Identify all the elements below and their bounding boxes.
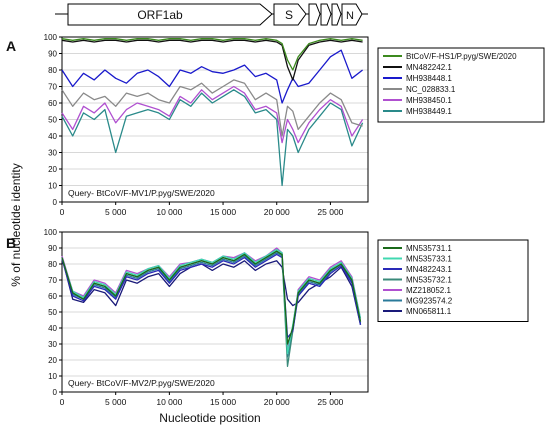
orf3-gene-arrow bbox=[308, 3, 321, 26]
x-tick-label: 0 bbox=[60, 397, 65, 407]
e-gene-arrow bbox=[320, 3, 332, 26]
series-line-btcov-f-hs1-p-pyg-swe-2020 bbox=[61, 38, 363, 71]
y-tick-label: 20 bbox=[48, 356, 57, 365]
query-annotation: Query- BtCoV/F-MV2/P.pyg/SWE/2020 bbox=[68, 378, 215, 388]
legend-label: MN535733.1 bbox=[406, 255, 452, 264]
legend-label: MH938449.1 bbox=[406, 107, 452, 116]
x-tick-label: 20 000 bbox=[264, 397, 290, 407]
series-line-mn482243-1 bbox=[61, 253, 362, 339]
x-tick-label: 15 000 bbox=[210, 207, 236, 217]
series-line-mh938450-1 bbox=[61, 85, 364, 144]
legend-label: MG923574.2 bbox=[406, 297, 453, 306]
y-tick-label: 90 bbox=[48, 50, 57, 59]
y-tick-label: 10 bbox=[48, 372, 57, 381]
y-tick-label: 100 bbox=[44, 228, 58, 237]
y-tick-label: 30 bbox=[48, 149, 57, 158]
x-tick-label: 5 000 bbox=[105, 207, 127, 217]
series-line-mh938449-1 bbox=[61, 89, 364, 187]
y-tick-label: 0 bbox=[53, 388, 58, 397]
x-tick-label: 10 000 bbox=[156, 207, 182, 217]
x-tick-label: 25 000 bbox=[317, 397, 343, 407]
panel-label-b: B bbox=[6, 235, 16, 251]
legend-label: MH938450.1 bbox=[406, 96, 452, 105]
query-annotation: Query- BtCoV/F-MV1/P.pyg/SWE/2020 bbox=[68, 188, 215, 198]
y-tick-label: 60 bbox=[48, 292, 57, 301]
series-line-mn535732-1 bbox=[61, 250, 362, 368]
series-line-mn482242-1 bbox=[61, 39, 363, 81]
y-tick-label: 10 bbox=[48, 182, 57, 191]
series-line-mg923574-2 bbox=[61, 252, 362, 358]
legend-label: MN482242.1 bbox=[406, 63, 452, 72]
legend-label: MN535732.1 bbox=[406, 276, 452, 285]
y-tick-label: 40 bbox=[48, 132, 57, 141]
y-tick-label: 90 bbox=[48, 244, 57, 253]
m-gene-arrow bbox=[331, 3, 342, 26]
legend-box bbox=[377, 47, 545, 123]
orf1ab-gene-arrow bbox=[67, 3, 273, 26]
legend-box bbox=[377, 239, 529, 322]
panel-b-chart: 0 10 20 30 40 50 60 70 80 90 100 0 5 000 10 000 15 000… bbox=[44, 228, 369, 407]
x-tick-label: 5 000 bbox=[105, 397, 127, 407]
x-tick-label: 20 000 bbox=[264, 207, 290, 217]
series-line-mn535731-1 bbox=[61, 250, 362, 345]
x-tick-label: 15 000 bbox=[210, 397, 236, 407]
x-tick-label: 25 000 bbox=[317, 207, 343, 217]
legend-label: MH938448.1 bbox=[406, 74, 452, 83]
y-tick-label: 70 bbox=[48, 83, 57, 92]
gene-label-orf1ab: ORF1ab bbox=[137, 8, 183, 22]
genome-map: ORF1ab S N bbox=[55, 3, 368, 26]
y-tick-label: 20 bbox=[48, 165, 57, 174]
y-tick-label: 50 bbox=[48, 116, 57, 125]
n-gene-arrow bbox=[341, 3, 363, 26]
y-tick-label: 70 bbox=[48, 276, 57, 285]
series-line-mz218052-1 bbox=[61, 247, 362, 348]
series-line-mn065811-1 bbox=[61, 257, 362, 325]
y-tick-label: 50 bbox=[48, 308, 57, 317]
y-tick-label: 30 bbox=[48, 340, 57, 349]
legend-label: MN535731.1 bbox=[406, 244, 452, 253]
legend-label: NC_028833.1 bbox=[406, 85, 456, 94]
legend-panel-a: BtCoV/F-HS1/P.pyg/SWE/2020 MN482242.1 MH93… bbox=[377, 47, 545, 123]
panel-a-chart: 0 10 20 30 40 50 60 70 80 90 100 0 5 000 10 000 15 000… bbox=[44, 33, 369, 217]
y-tick-label: 100 bbox=[44, 33, 58, 42]
legend-label: BtCoV/F-HS1/P.pyg/SWE/2020 bbox=[406, 52, 517, 61]
panel-label-a: A bbox=[6, 38, 16, 54]
y-axis-label: % of nucleotide identity bbox=[9, 163, 23, 286]
y-tick-label: 0 bbox=[53, 198, 58, 207]
gene-label-n: N bbox=[346, 10, 354, 22]
x-tick-label: 10 000 bbox=[156, 397, 182, 407]
y-tick-label: 80 bbox=[48, 66, 57, 75]
legend-label: MZ218052.1 bbox=[406, 286, 451, 295]
s-gene-arrow bbox=[273, 3, 307, 26]
x-axis-label: Nucleotide position bbox=[159, 411, 260, 425]
legend-label: MN482243.1 bbox=[406, 265, 452, 274]
series-line-mh938448-1 bbox=[61, 49, 363, 104]
series-line-mn535733-1 bbox=[61, 248, 362, 355]
gene-label-s: S bbox=[285, 8, 293, 22]
y-tick-label: 80 bbox=[48, 260, 57, 269]
legend-label: MN065811.1 bbox=[406, 307, 452, 316]
y-tick-label: 60 bbox=[48, 99, 57, 108]
series-line-nc-028833-1 bbox=[61, 79, 363, 137]
x-tick-label: 0 bbox=[60, 207, 65, 217]
y-tick-label: 40 bbox=[48, 324, 57, 333]
